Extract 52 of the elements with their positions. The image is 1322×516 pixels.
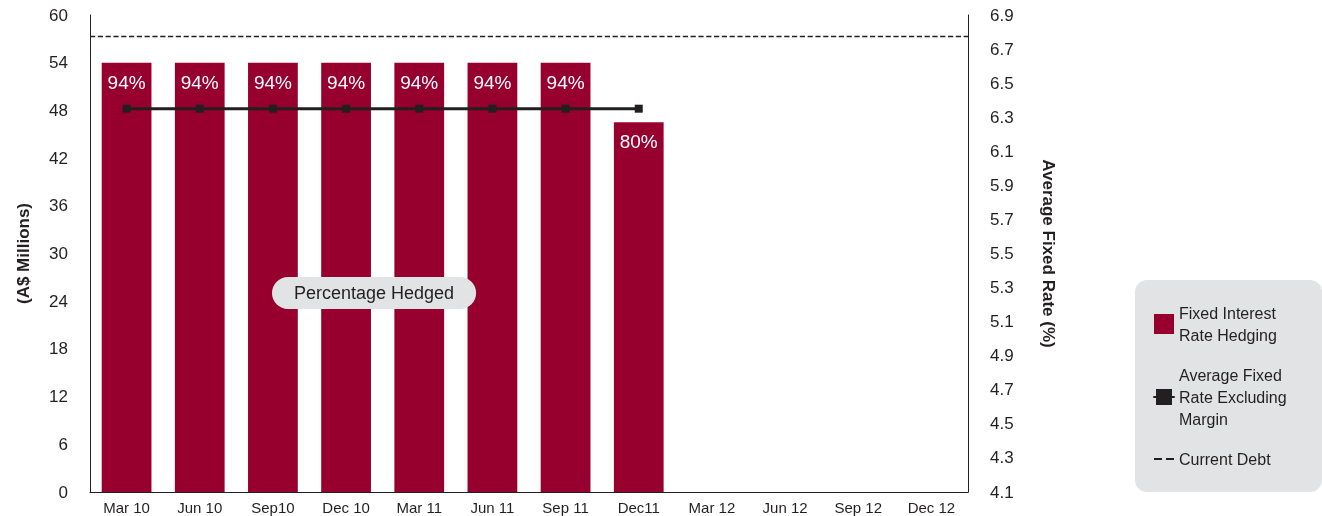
y2-tick-label: 6.9 xyxy=(990,5,1014,25)
y-tick-label: 30 xyxy=(49,244,68,263)
y2-tick-label: 4.9 xyxy=(990,346,1014,366)
y-tick-label: 24 xyxy=(49,291,68,311)
y-tick-label: 12 xyxy=(49,387,68,407)
y-tick-label: 18 xyxy=(49,339,68,359)
annotation: 94% xyxy=(327,71,366,93)
annotation: 94% xyxy=(180,71,219,93)
y2-tick-label: 4.3 xyxy=(990,448,1014,468)
annotation: 94% xyxy=(107,71,146,93)
y-tick-label: 48 xyxy=(49,100,68,120)
legend-label: Average Fixed Rate Excluding Margin xyxy=(1179,366,1292,428)
x-tick-label: Dec11 xyxy=(617,499,660,516)
y2-tick-label: 6.3 xyxy=(990,107,1014,127)
y-tick-label: 36 xyxy=(49,196,68,216)
y-tick-label: 0 xyxy=(58,482,68,502)
y2-tick-label: 5.1 xyxy=(990,312,1014,332)
x-tick-label: Mar 11 xyxy=(396,499,443,516)
y2-axis-title: Average Fixed Rate (%) xyxy=(1039,159,1058,348)
y2-tick-label: 5.9 xyxy=(990,175,1014,195)
legend-label: Fixed Interest Rate Hedging xyxy=(1179,304,1281,344)
y-tick-label: 42 xyxy=(49,148,68,168)
x-tick-label: Sep 11 xyxy=(542,499,589,516)
y-tick-label: 54 xyxy=(49,53,68,73)
annotation: Percentage Hedged xyxy=(294,283,455,303)
x-tick-label: Dec 10 xyxy=(322,499,370,516)
x-tick-label: Sep10 xyxy=(251,499,295,516)
x-tick-label: Dec 12 xyxy=(907,499,956,516)
annotation: 94% xyxy=(400,71,439,93)
x-tick-label: Mar 12 xyxy=(688,499,736,516)
x-tick-label: Jun 10 xyxy=(177,499,223,516)
legend-label: Current Debt xyxy=(1179,450,1272,468)
annotation: 94% xyxy=(546,71,585,93)
y2-tick-label: 4.5 xyxy=(990,414,1014,434)
y-tick-label: 60 xyxy=(49,5,68,25)
x-tick-label: Jun 11 xyxy=(470,499,515,516)
x-tick-label: Mar 10 xyxy=(103,499,150,516)
x-tick-label: Sep 12 xyxy=(834,499,883,516)
y-tick-label: 6 xyxy=(58,434,68,454)
y2-tick-label: 6.5 xyxy=(990,73,1014,93)
y2-tick-label: 4.7 xyxy=(990,380,1014,400)
annotation: 94% xyxy=(253,71,293,93)
y2-tick-label: 6.7 xyxy=(990,39,1014,59)
annotation: 94% xyxy=(473,71,512,93)
annotation: 80% xyxy=(619,131,658,153)
y2-tick-label: 5.7 xyxy=(990,209,1014,229)
y2-tick-label: 4.1 xyxy=(990,482,1014,502)
y2-tick-label: 5.3 xyxy=(990,278,1014,298)
y2-tick-label: 5.5 xyxy=(990,244,1014,263)
x-tick-label: Jun 12 xyxy=(762,499,808,516)
y2-tick-label: 6.1 xyxy=(990,141,1014,161)
y-axis-title: (A$ Millions) xyxy=(14,202,33,305)
